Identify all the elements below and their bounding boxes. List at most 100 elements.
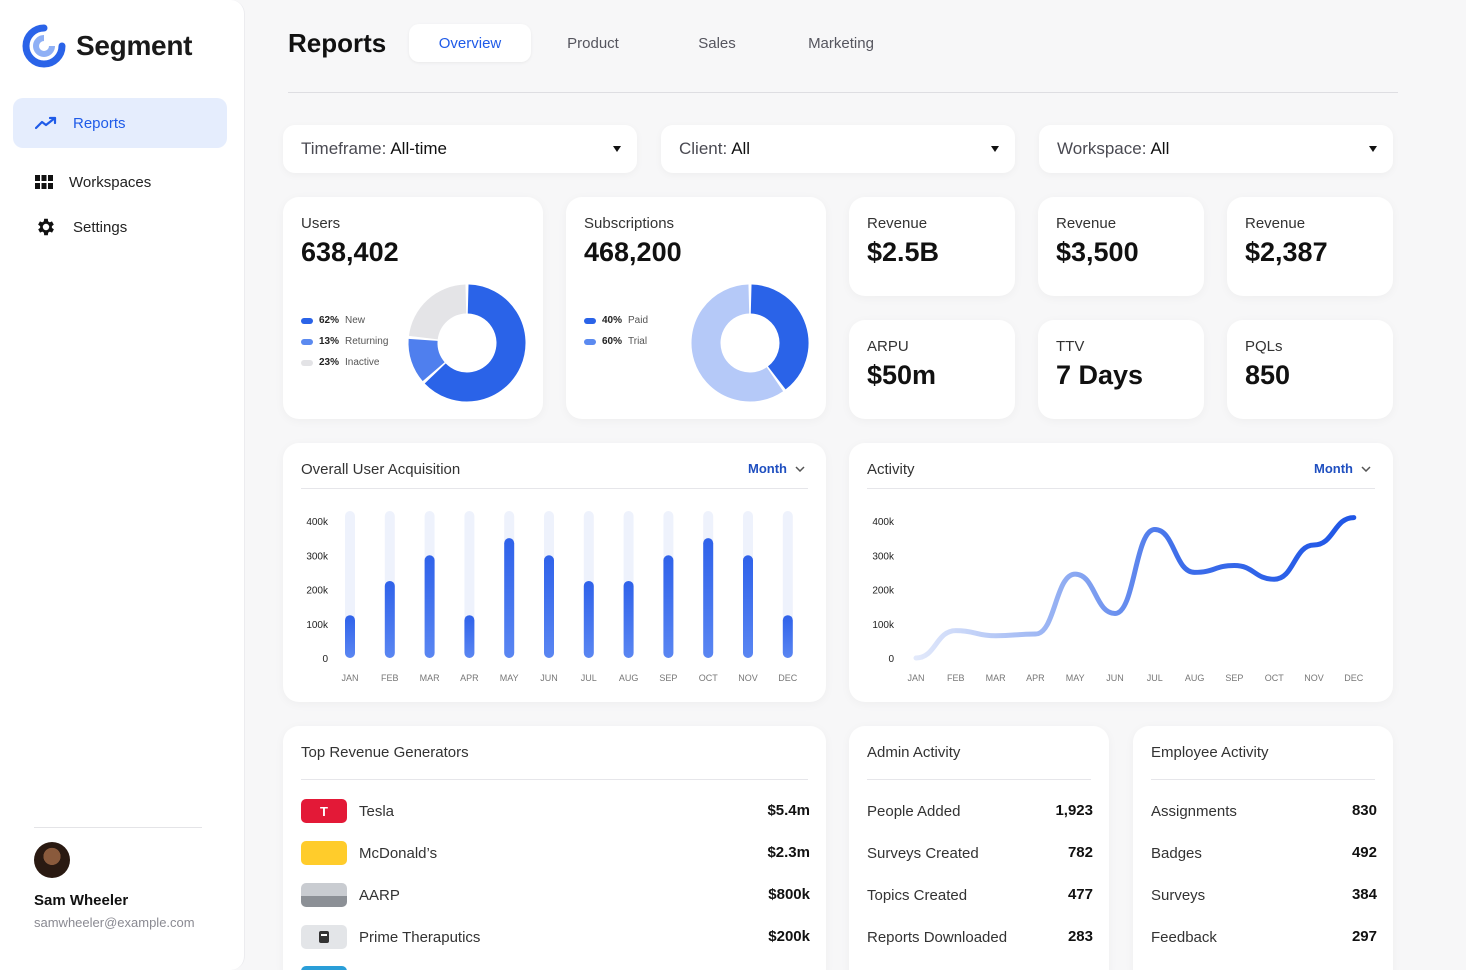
card-value: 468,200 (584, 237, 682, 267)
card-value: $50m (867, 360, 937, 390)
x-tick-label: MAR (986, 673, 1007, 683)
prime-therapeutics-logo-icon (301, 925, 347, 949)
list-item[interactable]: AARP (301, 881, 400, 909)
activity-line (913, 515, 1357, 661)
period-label: Month (748, 461, 787, 476)
list-item[interactable]: McDonald’s (301, 839, 437, 867)
legend-pct: 13% (319, 336, 340, 347)
x-tick-label: JUN (1106, 673, 1124, 683)
acquisition-bar-chart: 400k 300k 200k 100k 0 JAN FEB MAR APR MAY JUN JUL AU… (306, 511, 798, 683)
list-item-value: 297 (1351, 928, 1377, 945)
list-item-value: 1,923 (1055, 802, 1093, 819)
sidebar-item-reports[interactable]: Reports (13, 98, 227, 148)
legend-swatch (301, 338, 313, 345)
legend-swatch (301, 317, 313, 324)
kpi-card: Revenue $2.5B (849, 197, 1015, 296)
chevron-down-icon (1361, 465, 1371, 472)
list-item-value: 830 (1351, 802, 1377, 819)
app-logo[interactable]: Segment (22, 24, 192, 68)
card-value: $3,500 (1056, 237, 1139, 267)
kpi-card: TTV 7 Days (1038, 320, 1204, 419)
workspace-filter[interactable]: Workspace: All (1039, 125, 1393, 173)
x-tick-label: APR (460, 673, 479, 683)
filter-value: All (731, 139, 751, 158)
list-item[interactable]: Prime Theraputics (301, 923, 480, 951)
x-tick-label: APR (1026, 673, 1045, 683)
list-item: Assignments (1151, 802, 1237, 820)
y-tick-label: 100k (872, 620, 895, 631)
legend-pct: 40% (602, 315, 623, 326)
period-dropdown[interactable]: Month (1314, 461, 1371, 476)
y-tick-label: 200k (872, 586, 895, 597)
list-item-label: AARP (359, 886, 400, 904)
legend-swatch (584, 317, 596, 324)
sidebar-item-workspaces[interactable]: Workspaces (13, 157, 227, 207)
tab-product[interactable]: Product (567, 34, 619, 52)
list-item-label: Prime Theraputics (359, 928, 481, 946)
y-tick-label: 400k (872, 517, 895, 528)
list-item: Surveys Created (867, 844, 979, 862)
legend-name: Paid (628, 315, 649, 326)
x-tick-label: MAY (1066, 673, 1085, 683)
panel-title: Top Revenue Generators (301, 744, 469, 761)
x-tick-label: NOV (738, 673, 758, 683)
list-item-value: 384 (1351, 886, 1377, 903)
acquisition-panel: Overall User Acquisition Month 400k 300k 2… (283, 443, 826, 702)
timeframe-filter[interactable]: Timeframe: All-time (283, 125, 637, 173)
donut-slice-inactive (408, 284, 468, 341)
list-item-label: Tesla (359, 802, 395, 820)
panel-divider (867, 488, 1375, 489)
legend-item: 13% Returning (301, 336, 388, 347)
y-tick-label: 300k (872, 551, 895, 562)
kpi-card: Revenue $2,387 (1227, 197, 1393, 296)
sidebar-item-label: Workspaces (69, 173, 152, 191)
list-item-value: $200k (768, 928, 810, 945)
list-item: Reports Downloaded (867, 928, 1008, 946)
period-label: Month (1314, 461, 1353, 476)
x-tick-label: AUG (619, 673, 639, 683)
client-filter[interactable]: Client: All (661, 125, 1015, 173)
tesla-logo-icon: T (301, 799, 347, 823)
y-tick-label: 0 (322, 654, 328, 665)
card-value: $2.5B (867, 237, 940, 267)
caret-down-icon (613, 146, 621, 152)
list-item: Feedback (1151, 928, 1217, 946)
list-item-label: McDonald’s (359, 844, 438, 862)
card-value: 850 (1245, 360, 1291, 390)
x-tick-label: JUN (540, 673, 558, 683)
card-value: 638,402 (301, 237, 399, 267)
x-tick-label: DEC (1344, 673, 1364, 683)
users-card: Users 638,402 62% New 13% Returning 23% Ina… (283, 197, 543, 419)
legend-swatch (301, 359, 313, 366)
card-label: Revenue (1245, 215, 1306, 232)
legend-pct: 62% (319, 315, 340, 326)
sidebar-item-label: Reports (73, 114, 126, 132)
list-item-value: 492 (1351, 844, 1377, 861)
donut-slice-returning (408, 338, 446, 382)
list-item-value: $5.4m (767, 802, 810, 819)
legend-item: 40% Paid (584, 315, 648, 326)
bar-jul (583, 580, 594, 658)
sidebar: Segment Reports Workspaces Settings Sam … (0, 0, 245, 970)
bar-sep (663, 555, 674, 658)
x-tick-label: JAN (341, 673, 358, 683)
x-tick-label: OCT (1265, 673, 1285, 683)
tab-marketing[interactable]: Marketing (808, 34, 874, 52)
bar-jan (345, 615, 355, 658)
list-item[interactable]: T Tesla (301, 797, 394, 825)
caret-down-icon (1369, 146, 1377, 152)
avatar[interactable] (34, 842, 70, 878)
trending-up-icon (35, 116, 57, 130)
x-tick-label: JAN (907, 673, 924, 683)
list-item-value: 477 (1067, 886, 1093, 903)
x-tick-label: SEP (659, 673, 677, 683)
user-email: samwheeler@example.com (34, 915, 195, 930)
sidebar-item-settings[interactable]: Settings (13, 202, 227, 252)
employee-activity-panel: Employee Activity Assignments 830 Badges… (1133, 726, 1393, 970)
x-tick-label: MAY (500, 673, 519, 683)
filter-label: Client: (679, 139, 728, 158)
tab-overview[interactable]: Overview (409, 24, 531, 62)
period-dropdown[interactable]: Month (748, 461, 805, 476)
tab-sales[interactable]: Sales (698, 34, 736, 52)
y-tick-label: 400k (306, 517, 329, 528)
